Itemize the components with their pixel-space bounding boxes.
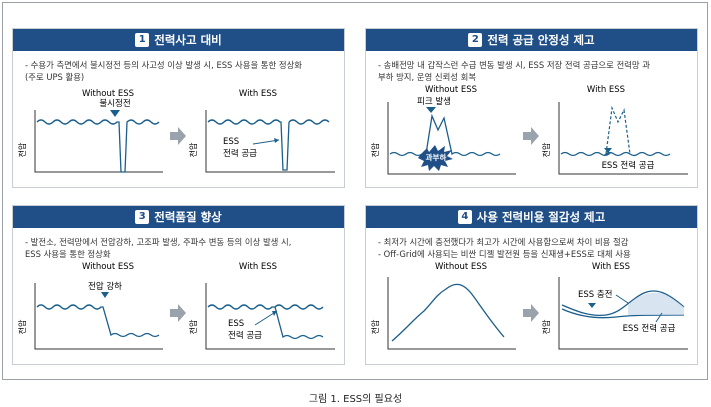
supply-label: 전력 공급 (223, 148, 257, 159)
with-ess-label: With ESS (239, 262, 277, 272)
panel-number: 2 (468, 33, 483, 47)
bullet-line: - Off-Grid에 사용되는 비싼 디젤 발전원 등을 신재생+ESS로 대… (378, 249, 631, 259)
event-marker (101, 292, 109, 298)
panel-cost-reduction: 4 사용 전력비용 절감성 제고 - 최저가 시간에 충전했다가 최고가 시간에… (365, 205, 698, 365)
transition-arrow (170, 304, 186, 322)
panel-diagram: Without ESS With ESS 전압 불시정전 전압 ESS 전력 공… (17, 89, 335, 173)
event-marker (588, 303, 596, 308)
peak-fill-area (628, 292, 684, 315)
panel-diagram: Without ESS With ESS 전압 전압 강하 전압 ESS 전력 … (17, 262, 335, 350)
panel-bullets: - 수용가 측면에서 불시정전 등의 사고성 이상 발생 시, ESS 사용을 … (25, 59, 334, 83)
supply-label: 전력 공급 (228, 330, 262, 341)
panel-number: 1 (135, 33, 150, 47)
y-axis (205, 283, 335, 350)
bullet-line: - 최저가 시간에 충전했다가 최고가 시간에 사용함으로써 차이 비용 절감 (378, 237, 629, 247)
panel-power-quality: 3 전력품질 향상 - 발전소, 전력망에서 전압강하, 고조파 발생, 주파수… (12, 205, 345, 365)
y-axis (387, 102, 516, 175)
without-ess-label: Without ESS (82, 89, 134, 99)
panel-title: 전력사고 대비 (154, 33, 222, 47)
panel-title: 전력 공급 안정성 제고 (487, 33, 595, 47)
voltage-line-without (389, 113, 501, 157)
supply-arrowhead (274, 138, 279, 143)
y-axis-label: 전압 (370, 319, 380, 334)
y-axis-label: 전압 (188, 319, 198, 334)
y-axis-label: 전압 (188, 142, 198, 157)
with-ess-label: With ESS (239, 89, 277, 99)
panel-supply-stability: 2 전력 공급 안정성 제고 - 송배전망 내 갑작스런 수급 변동 발생 시,… (365, 28, 698, 188)
panel-title: 전력품질 향상 (154, 210, 222, 224)
ess-supply-label: ESS 전력 공급 (623, 323, 676, 334)
panel-header: 4 사용 전력비용 절감성 제고 (366, 206, 697, 228)
peak-label: 피크 발생 (417, 96, 451, 107)
panel-bullets: - 송배전망 내 갑작스런 수급 변동 발생 시, ESS 저장 전력 공급으로… (378, 59, 687, 83)
panel-number: 3 (135, 210, 150, 224)
y-axis (387, 277, 516, 350)
voltage-drop-line (274, 306, 324, 340)
voltage-line-without (36, 304, 160, 338)
bullet-line: - 송배전망 내 갑작스런 수급 변동 발생 시, ESS 저장 전력 공급으로… (378, 60, 650, 70)
panel-title: 사용 전력비용 절감성 제고 (476, 210, 606, 224)
ess-supply-label: ESS 전력 공급 (602, 160, 655, 171)
y-axis (34, 110, 163, 173)
voltage-line-without (36, 119, 160, 173)
without-ess-label: Without ESS (425, 85, 477, 95)
outage-label: 불시정전 (99, 98, 130, 109)
bullet-line: (주로 UPS 활용) (25, 72, 85, 82)
transition-arrow (170, 127, 186, 145)
figure-caption: 그림 1. ESS의 필요성 (308, 394, 403, 405)
with-ess-label: With ESS (592, 262, 630, 272)
supply-arrowhead (272, 311, 277, 316)
panel-diagram: Without ESS With ESS 전압 전압 ESS 충전 ESS 전력… (370, 262, 688, 350)
y-axis-label: 전압 (370, 142, 380, 157)
panel-header: 3 전력품질 향상 (13, 206, 344, 228)
panel-diagram: Without ESS With ESS 전압 피크 발생 과부하 전압 ESS… (370, 85, 688, 175)
bullet-line: ESS 사용을 통한 정상화 (25, 249, 111, 259)
y-axis (34, 283, 163, 350)
bullet-line: - 발전소, 전력망에서 전압강하, 고조파 발생, 주파수 변동 등의 이상 … (25, 237, 292, 247)
demand-curve-without (391, 283, 505, 342)
ess-charge-label: ESS 충전 (578, 289, 613, 300)
bullet-line: - 수용가 측면에서 불시정전 등의 사고성 이상 발생 시, ESS 사용을 … (25, 60, 302, 70)
voltage-drop-label: 전압 강하 (88, 281, 122, 292)
y-axis (558, 102, 688, 175)
overload-burst (418, 145, 453, 171)
event-marker (110, 110, 120, 117)
voltage-line-with-dashed (288, 119, 330, 125)
supply-arrow (655, 312, 663, 323)
demand-curve-with (561, 290, 685, 317)
transition-arrow (523, 127, 539, 145)
y-axis-label: 전압 (541, 142, 551, 157)
panel-header: 2 전력 공급 안정성 제고 (366, 29, 697, 51)
panel-number: 4 (457, 210, 472, 224)
event-marker (426, 107, 436, 113)
panel-bullets: - 발전소, 전력망에서 전압강하, 고조파 발생, 주파수 변동 등의 이상 … (25, 236, 334, 260)
y-axis-label: 전압 (17, 319, 27, 334)
bullet-line: 부하 방지, 운영 신뢰성 회복 (378, 72, 477, 82)
y-axis-label: 전압 (541, 319, 551, 334)
ess-label: ESS (223, 137, 239, 147)
y-axis-label: 전압 (17, 142, 27, 157)
panel-power-accident: 1 전력사고 대비 - 수용가 측면에서 불시정전 등의 사고성 이상 발생 시… (12, 28, 345, 188)
panel-header: 1 전력사고 대비 (13, 29, 344, 51)
peak-line-dashed (605, 105, 631, 155)
event-marker (604, 148, 612, 153)
overload-label: 과부하 (426, 152, 447, 162)
with-ess-label: With ESS (587, 85, 625, 95)
voltage-line-with (207, 304, 324, 310)
voltage-line-with (560, 151, 671, 157)
panel-bullets: - 최저가 시간에 충전했다가 최고가 시간에 사용함으로써 차이 비용 절감 … (378, 236, 687, 260)
charge-arrow (615, 294, 629, 304)
without-ess-label: Without ESS (82, 262, 134, 272)
ess-label: ESS (228, 319, 244, 329)
y-axis (205, 110, 335, 173)
voltage-line-with-before (207, 119, 290, 171)
without-ess-label: Without ESS (435, 262, 487, 272)
transition-arrow (523, 304, 539, 322)
y-axis (558, 277, 688, 350)
